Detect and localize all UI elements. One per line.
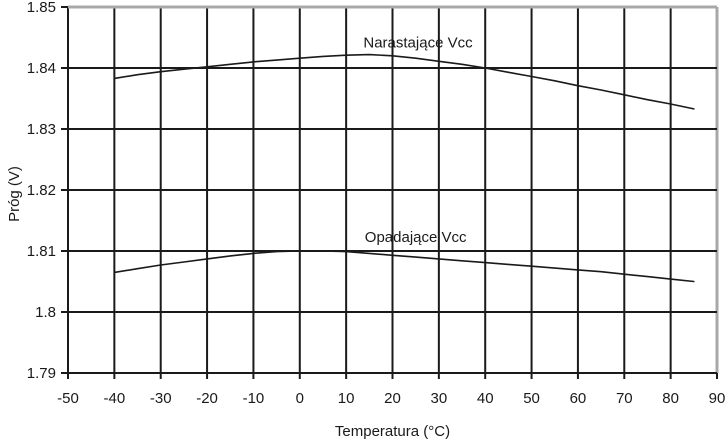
x-tick-label: -50 [57, 390, 79, 407]
y-tick-label: 1.82 [27, 182, 56, 199]
y-axis-title: Próg (V) [6, 166, 23, 222]
x-tick-label: 70 [616, 390, 633, 407]
series-label-narastajace-vcc: Narastające Vcc [363, 34, 473, 51]
x-tick-label: 40 [477, 390, 494, 407]
x-tick-label: -30 [150, 390, 172, 407]
y-tick-label: 1.83 [27, 121, 56, 138]
x-tick-label: -20 [196, 390, 218, 407]
x-tick-label: -10 [243, 390, 265, 407]
y-tick-label: 1.84 [27, 60, 56, 77]
y-tick-label: 1.8 [35, 304, 56, 321]
x-tick-label: 80 [662, 390, 679, 407]
series-line-opadajace-vcc [113, 250, 695, 283]
series-line-narastajace-vcc [113, 53, 695, 110]
x-tick-label: 30 [431, 390, 448, 407]
x-tick-label: -40 [104, 390, 126, 407]
series-label-opadajace-vcc: Opadające Vcc [365, 229, 467, 246]
x-tick-label: 0 [296, 390, 304, 407]
y-tick-label: 1.85 [27, 0, 56, 16]
x-tick-label: 60 [570, 390, 587, 407]
x-tick-label: 10 [338, 390, 355, 407]
y-tick-label: 1.79 [27, 365, 56, 382]
y-tick-label: 1.81 [27, 243, 56, 260]
x-tick-label: 20 [384, 390, 401, 407]
x-axis-title: Temperatura (°C) [335, 423, 450, 440]
x-tick-label: 90 [709, 390, 726, 407]
x-tick-label: 50 [523, 390, 540, 407]
